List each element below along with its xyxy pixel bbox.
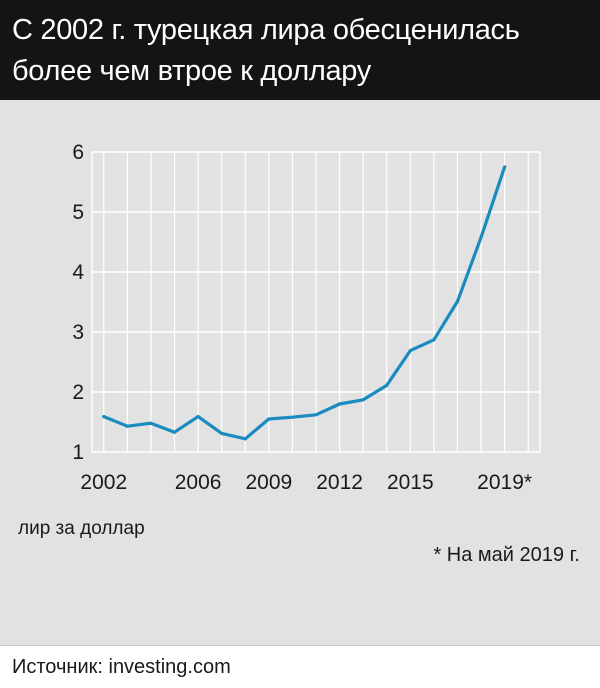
x-tick-label: 2015 bbox=[387, 471, 434, 494]
y-tick-label: 3 bbox=[72, 321, 84, 344]
data-point bbox=[479, 236, 482, 239]
footer: Источник: investing.com bbox=[0, 645, 600, 688]
data-point bbox=[338, 402, 341, 405]
data-point bbox=[126, 425, 129, 428]
x-tick-label: 2019* bbox=[477, 471, 532, 494]
data-point bbox=[385, 384, 388, 387]
x-tick-label: 2012 bbox=[316, 471, 363, 494]
data-point bbox=[314, 413, 317, 416]
data-point bbox=[432, 338, 435, 341]
x-axis-ticks: 2002 2006 2009 2012 2015 2019* bbox=[80, 471, 532, 494]
data-point bbox=[291, 416, 294, 419]
data-point bbox=[102, 415, 105, 418]
data-point bbox=[267, 417, 270, 420]
y-tick-label: 4 bbox=[72, 261, 84, 284]
data-point bbox=[149, 422, 152, 425]
data-point bbox=[173, 431, 176, 434]
data-point bbox=[409, 349, 412, 352]
y-tick-label: 2 bbox=[72, 381, 84, 404]
y-axis-label: лир за доллар bbox=[18, 518, 145, 540]
source-credit: Источник: investing.com bbox=[12, 656, 231, 679]
data-point bbox=[220, 432, 223, 435]
y-tick-label: 1 bbox=[72, 441, 84, 464]
x-tick-label: 2002 bbox=[80, 471, 127, 494]
y-tick-label: 6 bbox=[72, 141, 84, 164]
data-point bbox=[503, 165, 506, 168]
series-line bbox=[104, 167, 505, 439]
x-tick-label: 2009 bbox=[245, 471, 292, 494]
data-point bbox=[456, 300, 459, 303]
x-tick-label: 2006 bbox=[175, 471, 222, 494]
y-axis-ticks: 1 2 3 4 5 6 bbox=[72, 141, 84, 464]
grid bbox=[92, 152, 540, 452]
data-point bbox=[244, 437, 247, 440]
data-point bbox=[362, 398, 365, 401]
series-layer bbox=[102, 165, 506, 440]
data-point bbox=[197, 415, 200, 418]
footnote: * На май 2019 г. bbox=[433, 544, 580, 567]
y-tick-label: 5 bbox=[72, 201, 84, 224]
